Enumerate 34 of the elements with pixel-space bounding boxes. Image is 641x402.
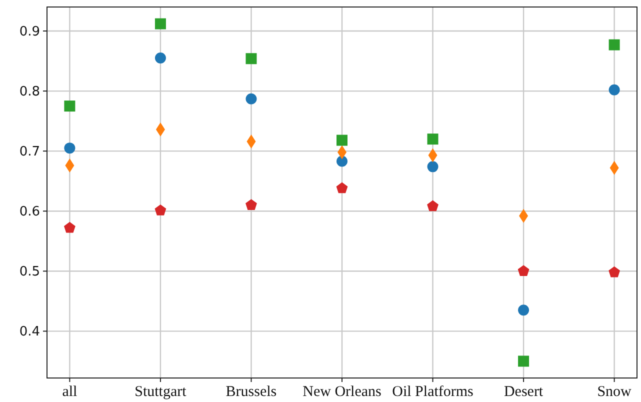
x-tick-label: Stuttgart — [134, 384, 188, 400]
y-tick-label: 0.8 — [19, 84, 40, 100]
x-tick-label: New Orleans — [302, 384, 382, 400]
x-tick-label: all — [62, 384, 78, 400]
point — [427, 161, 438, 172]
point — [518, 304, 530, 316]
y-tick-label: 0.7 — [19, 144, 40, 160]
point — [336, 156, 348, 167]
y-tick-label: 0.6 — [19, 204, 40, 220]
point — [246, 199, 257, 210]
y-tick-label: 0.9 — [19, 24, 40, 40]
point — [246, 93, 257, 104]
point — [64, 222, 76, 233]
point — [518, 356, 530, 367]
point — [608, 266, 620, 278]
x-tick-label: Desert — [504, 384, 544, 400]
point — [518, 265, 530, 276]
point — [336, 134, 348, 146]
point — [154, 52, 166, 64]
y-tick-label: 0.4 — [19, 324, 40, 340]
x-tick-label: Oil Platforms — [392, 384, 474, 400]
point — [154, 204, 166, 216]
x-tick-label: Brussels — [226, 384, 277, 400]
point — [427, 200, 438, 212]
y-tick-label: 0.5 — [19, 264, 40, 280]
point — [154, 18, 166, 30]
point — [608, 84, 620, 96]
point — [427, 134, 438, 145]
point — [246, 53, 257, 64]
point — [608, 39, 620, 50]
point — [336, 182, 348, 194]
point — [64, 142, 76, 154]
point — [64, 100, 76, 112]
x-tick-label: Snow — [597, 384, 632, 400]
